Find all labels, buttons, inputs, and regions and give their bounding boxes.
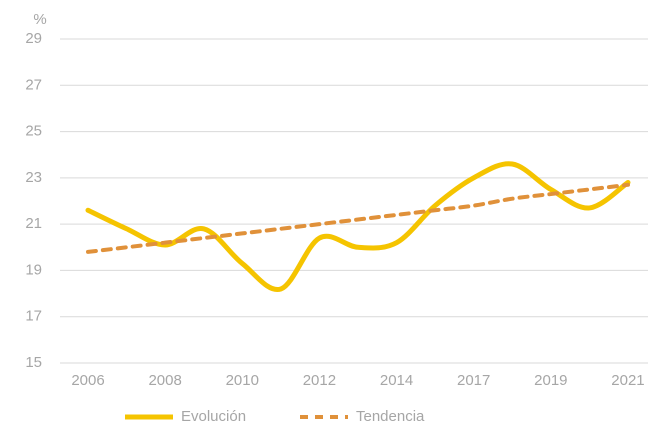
y-tick-label: 21 [25,215,42,232]
y-tick-label: 15 [25,354,42,371]
x-tick-label: 2017 [457,372,490,389]
y-tick-label: 23 [25,169,42,186]
y-tick-label: 25 [25,123,42,140]
legend-label: Evolución [181,408,246,425]
legend-label: Tendencia [356,408,425,425]
x-tick-label: 2010 [226,372,259,389]
x-tick-label: 2006 [71,372,104,389]
x-tick-label: 2019 [534,372,567,389]
x-tick-label: 2014 [380,372,413,389]
x-tick-label: 2008 [148,372,181,389]
y-tick-label: 17 [25,308,42,325]
y-axis-label: % [33,11,46,28]
y-tick-label: 27 [25,76,42,93]
series-line [86,182,630,254]
x-tick-label: 2012 [303,372,336,389]
y-tick-label: 29 [25,30,42,47]
y-tick-label: 19 [25,261,42,278]
x-tick-label: 2021 [611,372,644,389]
